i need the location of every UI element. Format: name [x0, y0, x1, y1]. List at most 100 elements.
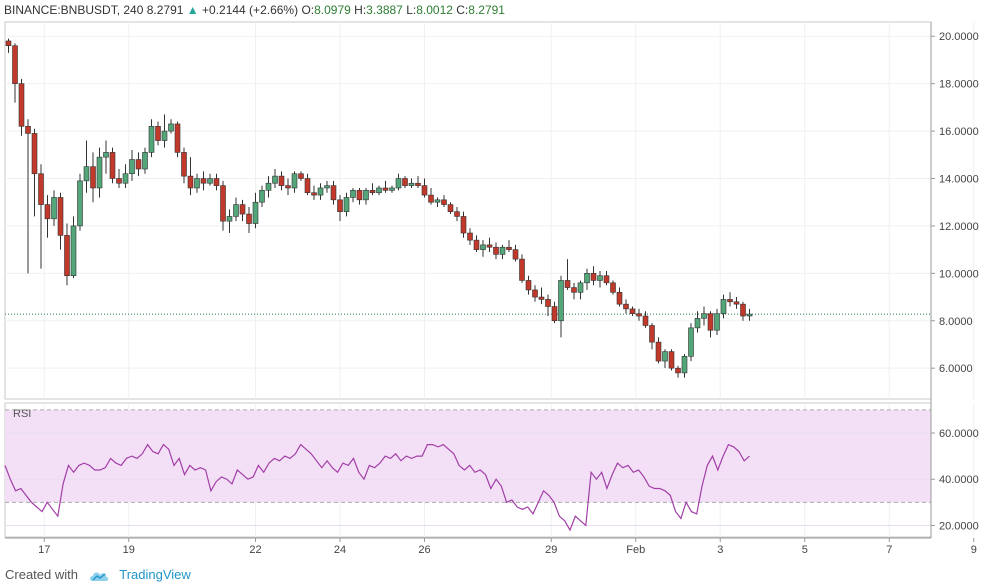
candle-body-down	[25, 126, 31, 134]
candle	[330, 180, 337, 205]
candle-body-up	[103, 152, 109, 158]
candle-body-up	[746, 313, 753, 317]
candle	[506, 240, 512, 252]
candle	[5, 38, 12, 53]
candle-body-up	[265, 182, 272, 191]
candle	[83, 140, 90, 193]
candle-body-down	[467, 232, 473, 241]
candle	[473, 235, 480, 252]
candle	[545, 294, 551, 317]
candle-body-down	[564, 280, 571, 288]
candle-body-down	[460, 216, 467, 234]
candle	[694, 311, 701, 333]
candle	[207, 173, 213, 186]
candle	[493, 242, 499, 260]
candle	[350, 187, 356, 203]
rsi-tick-label: 20.0000	[939, 520, 979, 532]
time-tick-label: 24	[334, 544, 346, 556]
candle	[733, 297, 740, 309]
candle-body-up	[662, 351, 668, 362]
candle-body-down	[415, 182, 421, 186]
candle	[421, 178, 428, 198]
candle-body-down	[447, 204, 454, 212]
candle	[278, 171, 285, 191]
low-value: 8.0012	[416, 3, 453, 17]
change-arrow-icon: ▲	[186, 3, 199, 17]
candle	[233, 197, 239, 222]
candle-body-up	[70, 225, 77, 277]
candle-body-down	[649, 325, 655, 343]
candle-body-down	[571, 287, 577, 293]
candle-body-down	[116, 178, 122, 184]
candle	[519, 254, 525, 283]
rsi-title: RSI	[13, 408, 31, 420]
candle	[389, 185, 395, 193]
price-tick-label: 16.0000	[939, 126, 979, 138]
rsi-band	[5, 409, 931, 503]
candle-body-up	[148, 126, 155, 153]
low-label: L:	[406, 3, 417, 17]
candle-body-up	[207, 178, 213, 184]
symbol-legend: BINANCE:BNBUSDT, 240 8.2791 ▲ +0.2144 (+…	[4, 1, 505, 19]
footer: Created with TradingView	[5, 565, 191, 585]
candle	[64, 223, 70, 286]
price-tick-label: 18.0000	[939, 79, 979, 91]
candle	[155, 121, 161, 146]
tradingview-brand[interactable]: TradingView	[119, 567, 191, 582]
candle	[662, 349, 668, 369]
candle	[148, 119, 155, 158]
change-value: +0.2144 (+2.66%)	[202, 3, 299, 17]
candle-body-up	[161, 130, 168, 141]
candle	[681, 353, 688, 378]
candle	[129, 150, 135, 181]
candle-body-down	[610, 282, 616, 293]
candle-body-up	[233, 204, 239, 217]
candle-body-down	[200, 178, 207, 184]
candle-body-down	[421, 185, 428, 196]
candle-body-up	[577, 282, 584, 293]
candle	[304, 173, 311, 196]
candle	[629, 306, 636, 317]
candle-body-down	[733, 301, 740, 305]
candle	[720, 294, 727, 319]
candle	[285, 178, 291, 196]
rsi-pane[interactable]: 60.0000 40.0000 20.0000 RSI	[4, 402, 979, 538]
candle	[213, 173, 220, 191]
candle	[272, 169, 278, 188]
candle	[603, 270, 610, 286]
candle	[512, 244, 519, 262]
candle	[109, 147, 116, 184]
candle	[532, 285, 538, 302]
candle-body-down	[629, 308, 636, 314]
candle-body-down	[64, 235, 70, 277]
candle	[252, 192, 259, 229]
candle	[122, 164, 129, 188]
candle	[135, 152, 142, 177]
candle	[57, 192, 64, 250]
candle	[590, 266, 597, 286]
candle	[636, 308, 642, 321]
time-tick-label: 29	[545, 544, 557, 556]
candle-body-down	[181, 152, 187, 177]
close-value: 8.2791	[468, 3, 505, 17]
candle	[311, 185, 317, 200]
candle	[265, 176, 272, 198]
symbol-label: BINANCE:BNBUSDT, 240	[4, 3, 144, 17]
candle-body-down	[707, 313, 714, 331]
candle	[486, 237, 493, 252]
candle-body-up	[317, 187, 324, 196]
candle	[727, 292, 733, 307]
candle	[174, 121, 181, 158]
candle	[356, 187, 363, 205]
candle-body-down	[519, 258, 525, 281]
candle-body-up	[480, 244, 486, 250]
time-tick-label: Feb	[626, 544, 645, 556]
candle-body-down	[174, 123, 181, 153]
price-pane[interactable]: 20.0000 18.0000 16.0000 14.0000 12.0000 10.00…	[4, 21, 979, 400]
time-axis[interactable]: 17 19 22 24 26 29 Feb 3 5 7 9	[5, 22, 977, 556]
candle	[317, 183, 324, 200]
candle	[337, 195, 343, 222]
time-tick-label: 19	[123, 544, 135, 556]
created-with-label: Created with	[5, 567, 78, 582]
